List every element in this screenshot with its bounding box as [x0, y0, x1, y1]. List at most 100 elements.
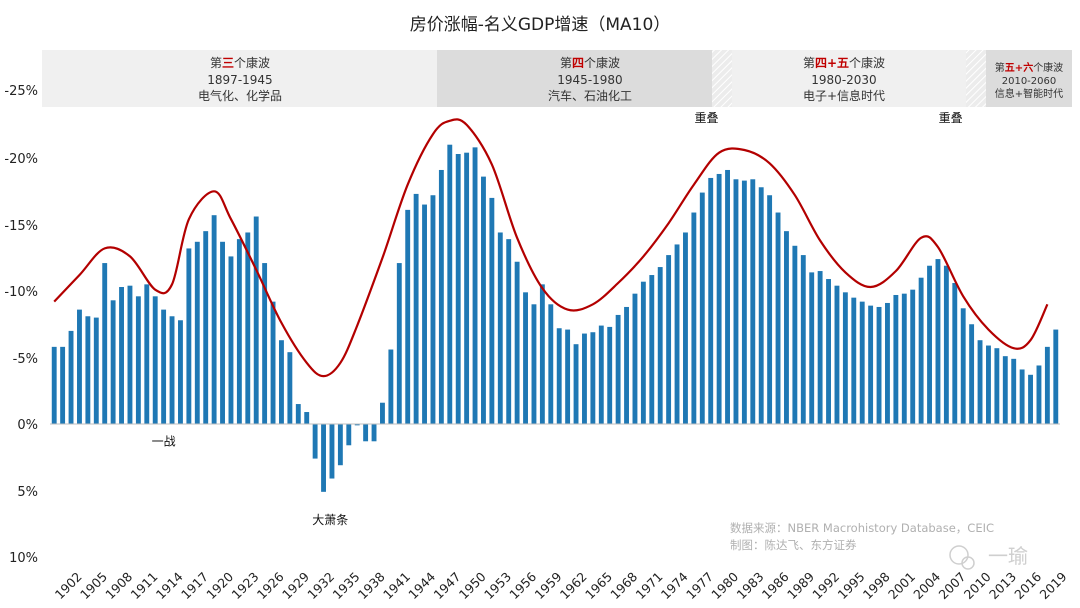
bar: [1028, 374, 1033, 424]
y-tick-label: 5%: [17, 485, 38, 500]
watermark-text: 一瑜: [988, 544, 1028, 568]
bar: [279, 340, 284, 424]
wave-4-5-t0: 第: [803, 56, 815, 70]
y-tick-label: -10%: [4, 285, 38, 300]
y-axis: -25% -20% -15% -10% -5% 0% 5% 10%: [4, 84, 38, 566]
y-tick-label: -15%: [4, 219, 38, 234]
bar: [1019, 369, 1025, 424]
bar: [809, 272, 815, 424]
bar: [548, 304, 554, 424]
y-tick-label: -20%: [4, 152, 38, 167]
wave-3-desc: 电气化、化学品: [198, 88, 282, 103]
bar: [523, 292, 528, 424]
watermark-icon-inner: [961, 556, 975, 570]
bar: [152, 296, 158, 424]
wave-4-5-t4: 个康波: [849, 55, 885, 70]
x-tick-label: 1986: [759, 569, 792, 602]
bar: [329, 424, 335, 479]
bar: [607, 326, 613, 424]
bar: [186, 248, 192, 424]
bar: [1002, 356, 1008, 424]
bar: [169, 316, 175, 424]
x-tick-label: 1944: [405, 569, 438, 602]
x-tick-label: 1971: [633, 569, 666, 602]
bar: [556, 328, 562, 424]
bar: [51, 346, 57, 424]
x-axis: 1902190519081911191419171920192319261929…: [52, 569, 1070, 602]
bar: [447, 144, 453, 424]
y-tick-label: -5%: [13, 352, 38, 367]
watermark-icon: [949, 545, 969, 565]
bar: [228, 256, 234, 424]
bar: [1044, 346, 1050, 424]
wave-5-6-t3: 六: [1023, 61, 1033, 74]
bar: [657, 267, 663, 424]
bar: [590, 332, 596, 424]
wave-4-years: 1945-1980: [557, 73, 622, 87]
bar: [800, 255, 806, 424]
x-tick-label: 1932: [304, 569, 337, 602]
bar: [708, 177, 714, 424]
bar: [868, 305, 874, 424]
bar: [826, 279, 831, 424]
x-tick-label: 1929: [279, 569, 312, 602]
bar: [817, 271, 823, 424]
bar: [245, 232, 251, 424]
watermark: 一瑜: [949, 544, 1028, 570]
bar: [784, 231, 789, 424]
bar: [674, 244, 680, 424]
bar: [598, 325, 604, 424]
x-tick-label: 1962: [557, 569, 590, 602]
wave-5-6-t0: 第: [995, 61, 1005, 74]
bar: [144, 284, 150, 424]
wave-4-5-years: 1980-2030: [811, 73, 876, 87]
bar: [422, 204, 427, 424]
bar: [363, 424, 369, 442]
bar: [295, 404, 301, 424]
bar: [60, 346, 66, 424]
bar: [405, 209, 411, 424]
wave-5-6-t1: 五: [1005, 62, 1015, 74]
bar: [337, 424, 343, 466]
annotation-label: 大萧条: [312, 513, 348, 527]
x-tick-label: 1977: [683, 569, 716, 602]
bar: [102, 263, 108, 424]
bar: [270, 301, 276, 424]
x-tick-label: 1953: [481, 569, 514, 602]
bar: [455, 154, 461, 424]
wave-band-3: [42, 50, 437, 107]
x-tick-label: 1935: [330, 569, 363, 602]
bar: [161, 309, 167, 424]
bar: [901, 293, 907, 424]
x-tick-label: 1968: [607, 569, 640, 602]
x-tick-label: 2016: [1011, 569, 1044, 602]
bar: [321, 424, 326, 492]
x-tick-label: 1938: [355, 569, 388, 602]
x-tick-label: 2010: [961, 569, 994, 602]
x-tick-label: 1947: [431, 569, 464, 602]
bar: [927, 265, 932, 424]
wave-3-title: 第三个康波: [210, 55, 270, 70]
bar: [211, 215, 217, 424]
bar: [741, 180, 747, 424]
bar: [691, 212, 697, 424]
bar: [758, 187, 764, 424]
bar: [876, 306, 882, 424]
x-tick-label: 1902: [52, 569, 85, 602]
bar: [194, 241, 200, 424]
x-tick-label: 1920: [203, 569, 236, 602]
x-tick-label: 1950: [456, 569, 489, 602]
x-tick-label: 2007: [936, 569, 969, 602]
y-tick-label: 0%: [17, 418, 38, 433]
bar: [388, 349, 394, 424]
x-tick-label: 1959: [532, 569, 565, 602]
bar: [792, 245, 798, 424]
wave-band-4: [437, 50, 712, 107]
bar: [262, 263, 268, 424]
bar: [77, 309, 82, 424]
annotation-label: 一战: [152, 434, 176, 448]
wave-4-desc: 汽车、石油化工: [548, 88, 632, 103]
bar: [1036, 365, 1042, 424]
wave-4-5-desc: 电子+信息时代: [803, 88, 885, 103]
